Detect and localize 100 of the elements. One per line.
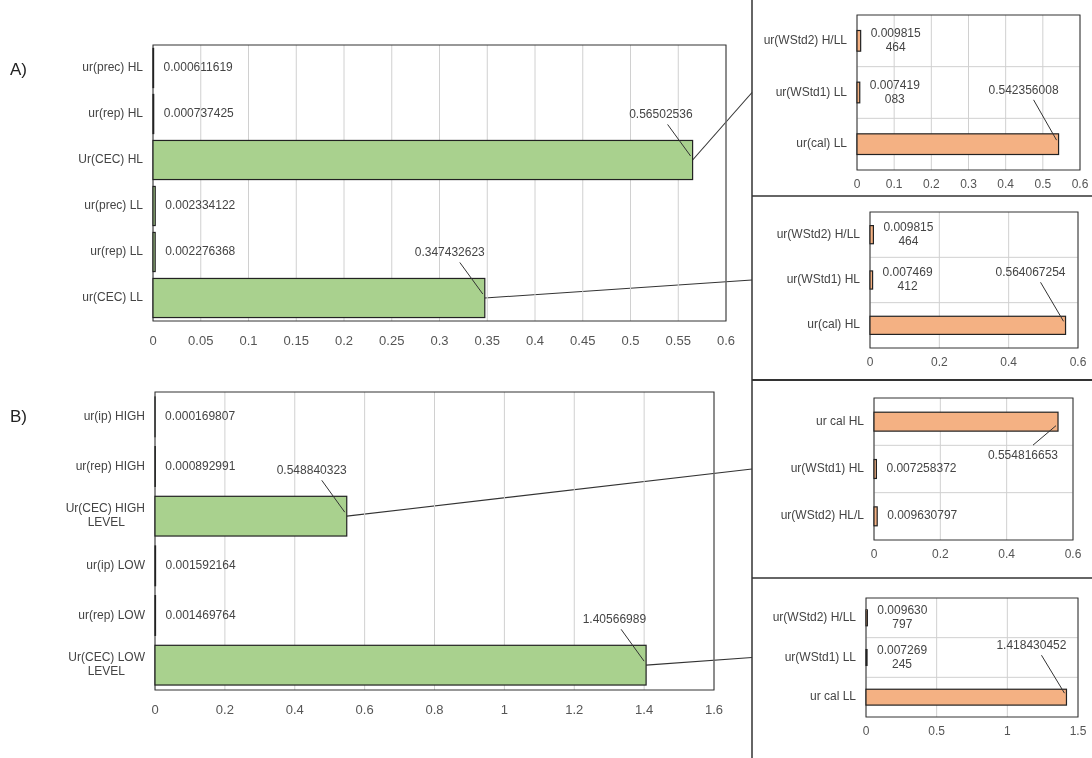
- x-tick-label: 1: [500, 702, 508, 717]
- y-tick-label: ur(cal) HL: [807, 317, 861, 332]
- data-label: 1.418430452: [996, 638, 1067, 653]
- y-tick-label: ur(WStd1) LL: [784, 649, 857, 664]
- bar: [856, 81, 861, 104]
- data-label: 0.554816653: [987, 448, 1059, 463]
- x-tick-label: 0: [870, 547, 878, 561]
- x-tick-label: 0.2: [215, 702, 234, 717]
- x-tick-label: 0.5: [621, 333, 640, 348]
- x-tick-label: 1.2: [565, 702, 584, 717]
- data-label: 0.56502536: [629, 107, 693, 122]
- x-tick-label: 0.45: [570, 333, 596, 348]
- x-tick-label: 0.2: [922, 177, 940, 191]
- data-label: 1.40566989: [582, 612, 647, 627]
- x-tick-label: 0.6: [355, 702, 374, 717]
- y-tick-label: ur(CEC) LL: [82, 290, 144, 305]
- y-tick-label: ur(WStd1) LL: [775, 84, 848, 99]
- data-label: 0.001592164: [165, 558, 236, 573]
- data-label: 0.009815 464: [870, 26, 922, 55]
- y-tick-label: ur(rep) HIGH: [75, 458, 145, 473]
- text: B): [10, 407, 27, 426]
- y-tick-label: ur(WStd2) H/LL: [772, 610, 857, 625]
- x-tick-label: 0.1: [239, 333, 258, 348]
- data-label: 0.007258372: [886, 461, 957, 476]
- y-tick-label: ur(rep) LL: [90, 244, 144, 259]
- bar: [869, 315, 1067, 335]
- y-tick-label: ur(cal) LL: [796, 136, 848, 151]
- y-tick-label: ur(rep) HL: [88, 106, 144, 121]
- x-tick-label: 0.05: [188, 333, 214, 348]
- data-label: 0.548840323: [276, 463, 348, 478]
- x-tick-label: 0.35: [474, 333, 500, 348]
- bar: [856, 29, 862, 52]
- x-tick-label: 0.6: [1064, 547, 1082, 561]
- x-tick-label: 0.4: [285, 702, 304, 717]
- y-tick-label: ur cal LL: [809, 689, 857, 704]
- x-tick-label: 0.2: [334, 333, 354, 348]
- data-label: 0.007469 412: [882, 265, 933, 294]
- data-label: 0.564067254: [995, 265, 1066, 280]
- x-tick-label: 0: [862, 724, 870, 738]
- x-tick-label: 0.55: [665, 333, 691, 348]
- y-tick-label: ur(prec) HL: [82, 60, 144, 75]
- data-label: 0.000611619: [163, 60, 234, 75]
- bar: [873, 506, 878, 527]
- x-tick-label: 0: [151, 702, 159, 717]
- data-label: 0.001469764: [165, 607, 236, 622]
- y-tick-label: ur(prec) LL: [84, 198, 144, 213]
- bar: [152, 185, 156, 227]
- x-tick-label: 0.15: [283, 333, 309, 348]
- x-tick-label: 0.4: [1000, 355, 1018, 369]
- data-label: 0.002276368: [165, 244, 236, 259]
- data-label: 0.007269 245: [877, 642, 928, 671]
- data-label: 0.347432623: [414, 245, 486, 260]
- x-tick-label: 0.6: [1071, 177, 1089, 191]
- bar: [873, 411, 1059, 432]
- bar: [152, 277, 486, 319]
- data-label: 0.009815 464: [883, 219, 934, 248]
- x-tick-label: 0.2: [931, 547, 949, 561]
- bar: [152, 231, 156, 273]
- x-tick-label: 0.3: [430, 333, 449, 348]
- y-tick-label: ur(WStd1) HL: [790, 461, 865, 476]
- x-tick-label: 0.4: [525, 333, 545, 348]
- y-tick-label: Ur(CEC) LOW LEVEL: [68, 650, 146, 679]
- data-label: 0.000892991: [165, 458, 236, 473]
- text: A): [10, 60, 27, 79]
- x-tick-label: 0.25: [379, 333, 405, 348]
- data-label: 0.009630797: [887, 508, 958, 523]
- x-tick-label: 0: [866, 355, 874, 369]
- bar: [873, 458, 878, 480]
- bar: [865, 688, 1068, 706]
- y-tick-label: ur(ip) HIGH: [83, 409, 145, 424]
- data-label: 0.002334122: [165, 198, 236, 213]
- x-tick-label: 0: [149, 333, 157, 348]
- y-tick-label: Ur(CEC) HL: [78, 152, 144, 167]
- y-tick-label: ur(ip) LOW: [86, 558, 146, 573]
- x-tick-label: 1.6: [704, 702, 724, 717]
- x-tick-label: 0.4: [998, 547, 1016, 561]
- x-tick-label: 1.4: [635, 702, 654, 717]
- y-tick-label: ur cal HL: [815, 413, 865, 428]
- x-tick-label: 0.4: [997, 177, 1015, 191]
- x-tick-label: 0.2: [930, 355, 948, 369]
- x-tick-label: 0.6: [1069, 355, 1087, 369]
- bar: [869, 270, 874, 290]
- bar: [869, 225, 874, 245]
- data-label: 0.007419 083: [869, 77, 921, 106]
- data-label: 0.000737425: [163, 106, 235, 121]
- x-tick-label: 0.5: [928, 724, 946, 738]
- x-tick-label: 0.1: [885, 177, 903, 191]
- x-tick-label: 0.5: [1034, 177, 1052, 191]
- y-tick-label: ur(rep) LOW: [78, 607, 146, 622]
- data-label: 0.542356008: [988, 82, 1059, 97]
- y-tick-label: ur(WStd2) H/LL: [776, 226, 861, 241]
- y-tick-label: ur(WStd2) HL/L: [780, 508, 865, 523]
- bar: [856, 133, 1060, 156]
- x-tick-label: 1: [1003, 724, 1011, 738]
- x-tick-label: 1.5: [1069, 724, 1087, 738]
- y-tick-label: ur(WStd1) HL: [786, 272, 861, 287]
- x-tick-label: 0.8: [425, 702, 444, 717]
- y-tick-label: Ur(CEC) HIGH LEVEL: [65, 501, 145, 530]
- x-tick-label: 0.6: [716, 333, 736, 348]
- y-tick-label: ur(WStd2) H/LL: [763, 33, 848, 48]
